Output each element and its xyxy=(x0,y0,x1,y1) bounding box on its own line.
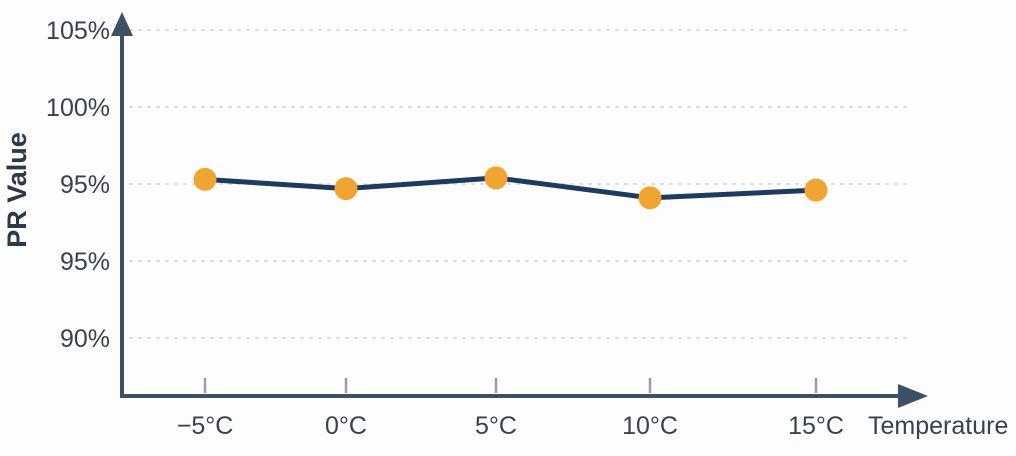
x-tick-label: 10°C xyxy=(622,412,678,440)
data-point xyxy=(804,178,828,202)
y-axis-arrow-icon xyxy=(111,12,133,36)
data-point xyxy=(334,177,358,201)
x-tick-label: 5°C xyxy=(475,412,517,440)
y-tick-label: 105% xyxy=(46,17,110,45)
y-tick-label: 95% xyxy=(60,171,110,199)
y-tick-label: 100% xyxy=(46,94,110,122)
data-point xyxy=(193,167,217,191)
x-axis-arrow-icon xyxy=(898,384,928,408)
data-point xyxy=(484,166,508,190)
x-axis-title: Temperature xyxy=(868,412,1008,440)
x-tick-label: 0°C xyxy=(325,412,367,440)
data-point xyxy=(638,186,662,210)
y-tick-label: 90% xyxy=(60,325,110,353)
x-tick-label: −5°C xyxy=(177,412,234,440)
x-tick-label: 15°C xyxy=(788,412,844,440)
data-line xyxy=(202,175,819,201)
y-tick-label: 95% xyxy=(60,248,110,276)
y-axis-title: PR Value xyxy=(2,132,32,248)
